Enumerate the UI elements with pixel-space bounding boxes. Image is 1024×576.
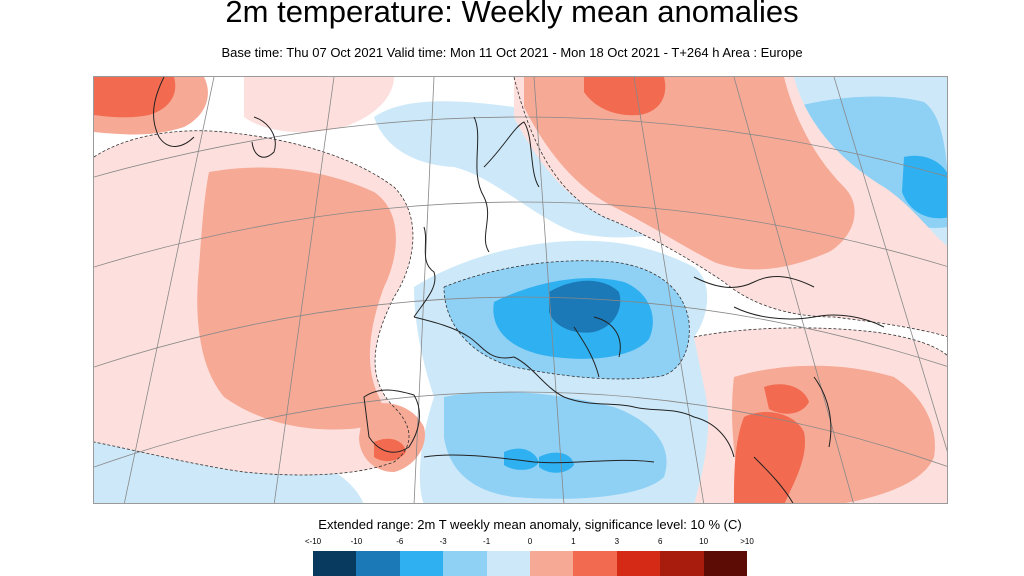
graticule (94, 77, 947, 503)
warm-region-greenland-core (94, 77, 176, 118)
warm-region-middle-east-core (764, 384, 809, 414)
legend-label: -3 (439, 537, 447, 546)
warm-region-north (244, 77, 394, 133)
cold-region-north-africa (444, 391, 667, 499)
cold-region-northeast-core (902, 155, 947, 219)
legend-swatch (616, 551, 661, 576)
anomaly-map-svg (94, 77, 947, 503)
legend-label: >10 (740, 537, 754, 546)
warm-region-iberia-core (374, 438, 406, 462)
legend-label: <-10 (304, 537, 322, 546)
coastlines (153, 77, 885, 503)
warm-region-russia-core (584, 77, 666, 116)
legend-label: 3 (614, 537, 620, 546)
warm-region-russia (524, 77, 855, 270)
legend-swatch (313, 551, 357, 576)
legend-label: 10 (699, 537, 709, 546)
legend-label: 6 (657, 537, 663, 546)
legend-swatch (573, 551, 617, 576)
warm-region-atlantic (197, 167, 396, 430)
significance-contours (94, 77, 947, 476)
legend-swatch (530, 551, 574, 576)
legend-title: Extended range: 2m T weekly mean anomaly… (318, 517, 742, 532)
legend-swatch (703, 551, 748, 576)
legend-swatch (443, 551, 487, 576)
legend-label: -10 (350, 537, 363, 546)
cold-region-africa-spots (504, 448, 574, 473)
legend-colorbar (313, 551, 748, 576)
chart-subtitle: Base time: Thu 07 Oct 2021 Valid time: M… (221, 45, 803, 60)
anomaly-map (93, 76, 948, 504)
legend-labels: <-10 -10 -6 -3 -1 0 1 3 6 10 >10 (305, 536, 754, 548)
legend-swatch (399, 551, 444, 576)
legend-swatch (486, 551, 531, 576)
legend-label: -1 (483, 537, 491, 546)
legend-label: 0 (527, 537, 533, 546)
legend-swatch (356, 551, 400, 576)
chart-title: 2m temperature: Weekly mean anomalies (225, 0, 799, 29)
legend-swatch (660, 551, 704, 576)
warm-region-arabia-core (734, 412, 805, 503)
legend-label: 1 (571, 537, 576, 546)
legend-label: -6 (396, 537, 404, 546)
